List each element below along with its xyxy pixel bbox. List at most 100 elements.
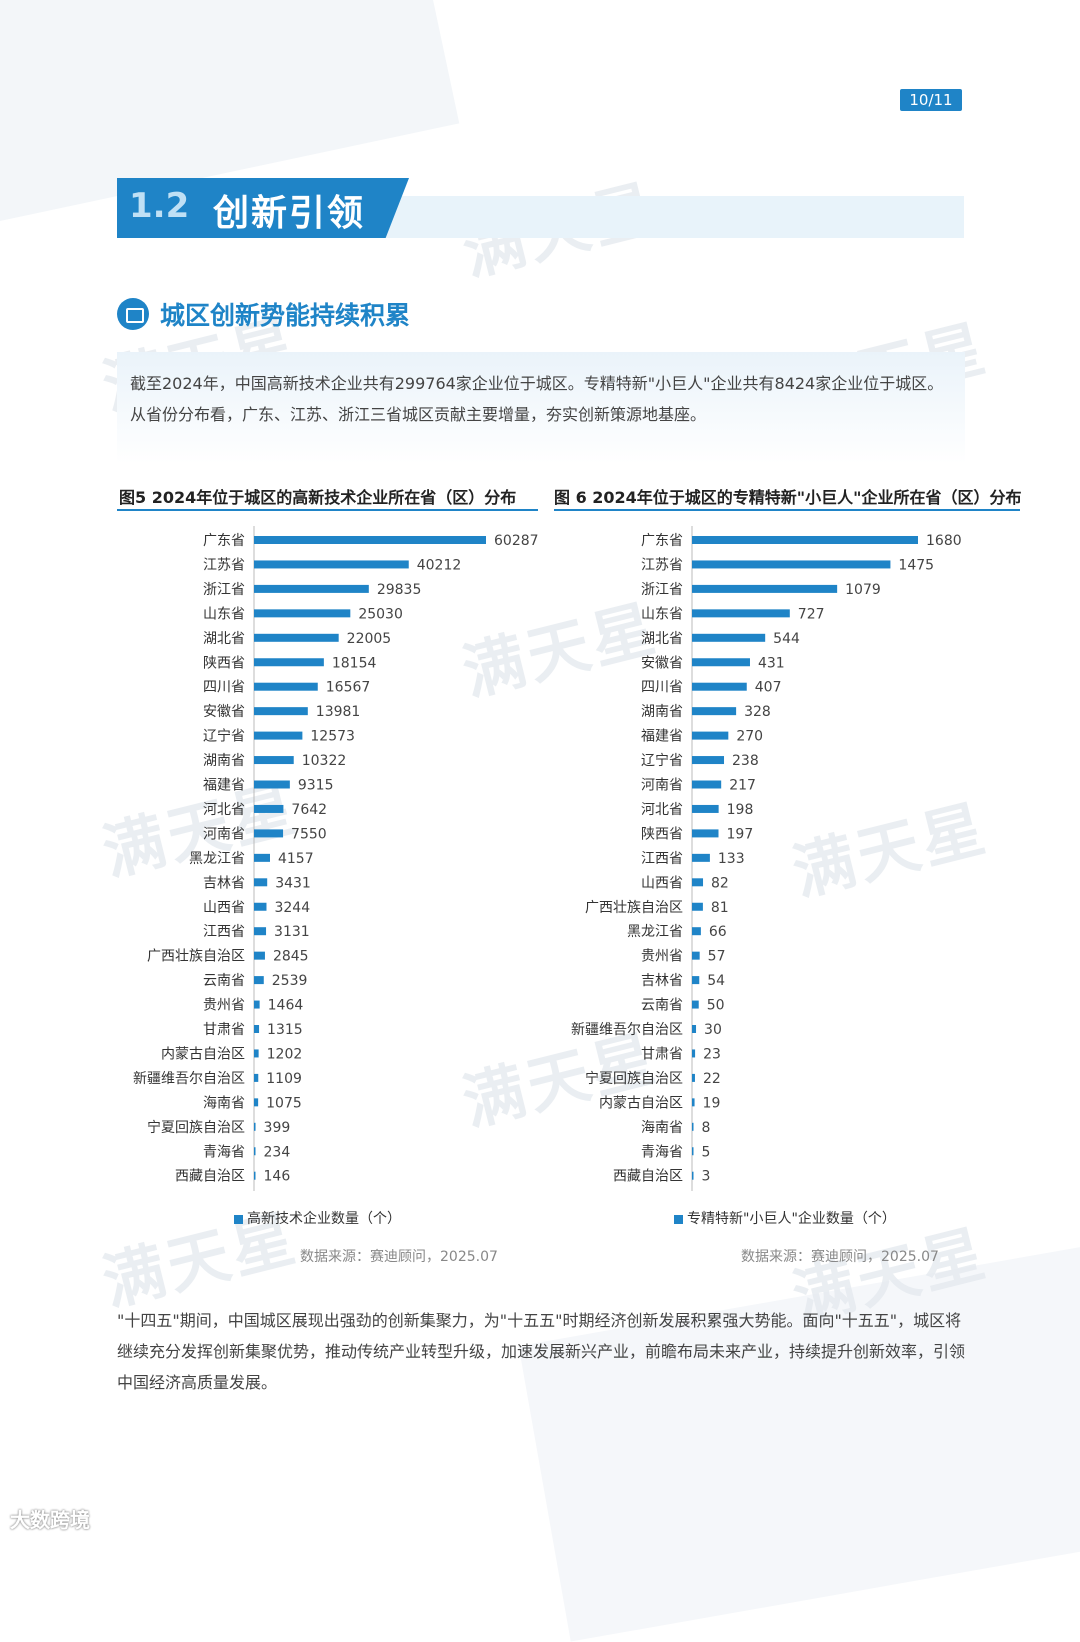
bar	[254, 829, 284, 838]
bar	[692, 878, 704, 887]
data-label: 3131	[274, 924, 310, 940]
bar	[692, 951, 700, 960]
category-label: 广东省	[641, 533, 683, 549]
data-source: 数据来源：赛迪顾问，2025.07	[300, 1249, 498, 1265]
category-label: 山西省	[641, 875, 683, 891]
data-label: 19	[703, 1095, 721, 1111]
category-label: 河南省	[641, 778, 683, 794]
data-source: 数据来源：赛迪顾问，2025.07	[741, 1249, 939, 1265]
bar	[254, 536, 486, 544]
bar	[254, 780, 290, 789]
bar	[254, 609, 351, 618]
data-label: 7642	[291, 802, 327, 818]
data-label: 146	[264, 1169, 291, 1185]
category-label: 贵州省	[641, 949, 683, 965]
bar	[692, 1122, 694, 1131]
data-label: 22005	[347, 631, 392, 647]
bar	[692, 560, 891, 569]
bar	[254, 731, 303, 740]
data-label: 3431	[275, 875, 311, 891]
data-label: 29835	[377, 582, 422, 598]
bar	[692, 756, 725, 765]
category-label: 辽宁省	[203, 728, 245, 745]
bar	[254, 1171, 256, 1180]
category-label: 云南省	[203, 973, 245, 989]
category-label: 吉林省	[641, 973, 683, 989]
bar	[692, 804, 719, 813]
category-label: 新疆维吾尔自治区	[571, 1022, 683, 1038]
bar	[692, 633, 766, 642]
bar	[692, 902, 703, 911]
bar	[692, 829, 719, 838]
data-label: 197	[727, 826, 754, 842]
folder-icon	[117, 298, 149, 330]
bar	[254, 707, 308, 716]
category-label: 四川省	[641, 680, 683, 696]
category-label: 四川省	[203, 680, 245, 696]
data-label: 2845	[273, 949, 309, 965]
legend-label: 专精特新"小巨人"企业数量（个）	[687, 1211, 896, 1227]
background-shape	[518, 1238, 1080, 1642]
category-label: 青海省	[203, 1144, 245, 1160]
data-label: 13981	[316, 704, 361, 720]
data-label: 3	[702, 1169, 711, 1185]
bar	[692, 1098, 695, 1107]
bar	[254, 756, 294, 765]
bar	[254, 1147, 256, 1156]
category-label: 安徽省	[203, 704, 245, 720]
category-label: 河北省	[641, 802, 683, 818]
data-label: 1475	[898, 557, 934, 573]
data-label: 23	[703, 1046, 721, 1062]
category-label: 湖北省	[641, 631, 683, 647]
footer-logo: 大数跨境	[10, 1508, 90, 1532]
category-label: 贵州省	[203, 998, 245, 1014]
data-label: 217	[729, 778, 756, 794]
category-label: 陕西省	[641, 826, 683, 842]
bar	[692, 927, 701, 936]
category-label: 浙江省	[203, 582, 245, 598]
bar	[692, 1147, 694, 1156]
data-label: 1464	[268, 998, 304, 1014]
category-label: 河南省	[203, 826, 245, 842]
bar	[254, 1122, 256, 1131]
chart-title: 图 6 2024年位于城区的专精特新"小巨人"企业所在省（区）分布	[554, 488, 1022, 507]
category-label: 新疆维吾尔自治区	[133, 1071, 245, 1087]
chart-title: 图5 2024年位于城区的高新技术企业所在省（区）分布	[119, 488, 517, 507]
bar	[692, 731, 729, 740]
data-label: 1680	[926, 533, 962, 549]
data-label: 1109	[266, 1071, 302, 1087]
category-label: 河北省	[203, 802, 245, 818]
category-label: 安徽省	[641, 655, 683, 671]
data-label: 25030	[358, 606, 403, 622]
section-title: 创新引领	[213, 193, 366, 234]
data-label: 8	[702, 1120, 711, 1136]
data-label: 1315	[267, 1022, 303, 1038]
bar	[254, 853, 270, 862]
bar	[254, 658, 324, 667]
bar	[254, 1000, 260, 1009]
bar	[692, 1000, 699, 1009]
intro-box: 截至2024年，中国高新技术企业共有299764家企业位于城区。专精特新"小巨人…	[117, 352, 965, 464]
data-label: 16567	[326, 680, 371, 696]
data-label: 60287	[494, 533, 539, 549]
category-label: 黑龙江省	[189, 851, 245, 867]
legend-swatch	[234, 1214, 243, 1224]
chart-little-giant: 广东省 1680 江苏省 1475 浙江省 1079 山东省 727 湖北省 544 安徽省 431 四…	[571, 526, 962, 1191]
category-label: 江西省	[203, 924, 245, 940]
data-label: 9315	[298, 778, 334, 794]
section-number: 1.2	[129, 186, 190, 226]
bar	[692, 1073, 695, 1082]
bar	[692, 658, 750, 667]
data-label: 18154	[332, 655, 377, 671]
category-label: 山东省	[641, 606, 683, 622]
category-label: 内蒙古自治区	[161, 1046, 245, 1062]
bar	[692, 584, 838, 593]
bar	[254, 1073, 259, 1082]
data-label: 2539	[272, 973, 308, 989]
chart-title-underline	[117, 509, 538, 511]
data-label: 82	[711, 875, 729, 891]
category-label: 湖南省	[641, 704, 683, 720]
bar	[254, 902, 267, 911]
category-label: 甘肃省	[203, 1022, 245, 1038]
category-label: 西藏自治区	[613, 1169, 683, 1185]
